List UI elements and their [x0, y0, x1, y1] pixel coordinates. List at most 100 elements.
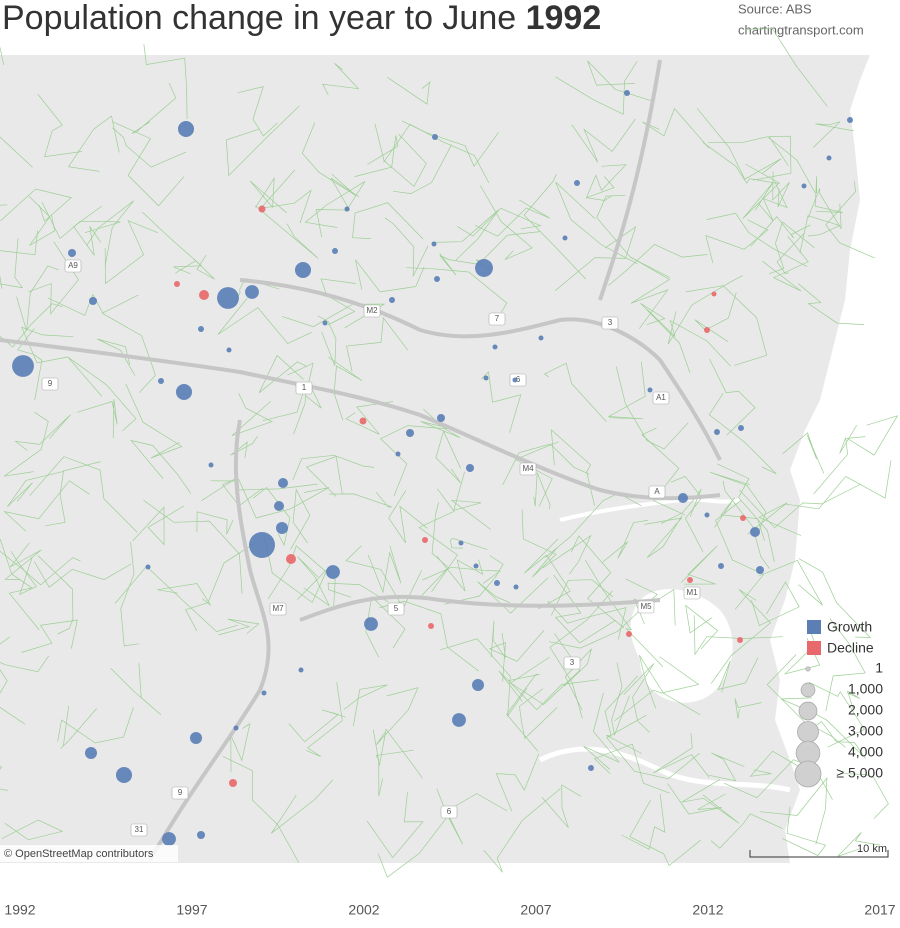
road — [271, 779, 334, 834]
road — [131, 82, 177, 134]
road — [542, 534, 592, 575]
motorways — [0, 59, 722, 861]
road — [222, 756, 300, 863]
road — [685, 604, 719, 650]
bubbles — [12, 90, 853, 846]
road — [717, 463, 775, 563]
timeline-year: 2017 — [864, 902, 895, 918]
road — [630, 256, 671, 329]
road — [3, 411, 49, 477]
road — [646, 309, 731, 367]
shield-label: 9 — [48, 379, 53, 388]
road — [837, 832, 881, 857]
legend-label: Decline — [827, 640, 874, 656]
road — [502, 443, 590, 486]
road — [366, 791, 424, 859]
road — [86, 200, 134, 267]
road — [488, 629, 545, 682]
shield-box — [130, 823, 148, 837]
road — [185, 541, 258, 632]
road — [708, 752, 745, 782]
road — [317, 315, 337, 366]
road — [143, 44, 188, 120]
road — [67, 356, 137, 432]
bubble — [737, 637, 743, 643]
bubble — [574, 180, 580, 186]
legend-size — [794, 760, 822, 788]
bubble — [145, 564, 151, 570]
motorway — [299, 594, 661, 622]
bubble — [85, 747, 97, 759]
road — [237, 86, 278, 137]
road — [288, 709, 346, 743]
shield-box — [387, 602, 405, 616]
road — [388, 490, 428, 544]
shield-label: 3 — [570, 658, 575, 667]
road — [638, 655, 701, 716]
road — [708, 392, 777, 475]
shield-label: 9 — [178, 788, 183, 797]
shield-box — [519, 462, 537, 476]
timeline: 1992 1997 2002 2007 2012 2017 — [4, 902, 895, 918]
shield-box — [683, 586, 701, 600]
bubble — [452, 713, 466, 727]
road — [752, 135, 792, 181]
road — [490, 620, 506, 658]
road — [514, 441, 559, 507]
road — [57, 707, 134, 744]
bubble — [276, 522, 288, 534]
road — [705, 219, 769, 264]
road — [125, 383, 183, 459]
road — [825, 181, 875, 259]
legend-size-label: 2,000 — [848, 702, 883, 718]
bubble — [274, 501, 284, 511]
road — [104, 220, 159, 285]
bubble — [718, 563, 724, 569]
bubble — [678, 493, 688, 503]
map — [0, 28, 900, 878]
bubble — [208, 462, 214, 468]
shield-label: M1 — [686, 588, 698, 597]
shield-label: A — [654, 487, 660, 496]
road — [555, 60, 638, 115]
bubble — [704, 327, 710, 333]
shield-label: 5 — [394, 604, 399, 613]
road — [306, 682, 343, 757]
timeline-year: 2007 — [520, 902, 551, 918]
road — [16, 265, 60, 331]
road — [329, 492, 392, 508]
bubble — [322, 320, 328, 326]
road — [60, 705, 97, 749]
road — [585, 164, 627, 199]
road — [541, 784, 582, 828]
road — [812, 121, 854, 148]
roads — [0, 28, 899, 878]
road — [374, 123, 427, 188]
shield-box — [652, 391, 670, 405]
road — [483, 788, 561, 873]
bubble — [687, 577, 693, 583]
bubble — [326, 565, 340, 579]
bubble — [278, 478, 288, 488]
land — [0, 55, 900, 863]
legend-swatch — [807, 620, 821, 634]
shield-label: 1 — [302, 383, 307, 392]
title-text: Population change in year to June — [2, 0, 516, 37]
road — [259, 169, 312, 224]
road — [706, 212, 808, 268]
road — [825, 618, 866, 712]
bubble — [364, 617, 378, 631]
bubble — [344, 206, 350, 212]
bubble — [432, 134, 438, 140]
road — [132, 505, 185, 546]
road — [495, 753, 540, 812]
road — [708, 136, 816, 193]
bubble — [261, 690, 267, 696]
road — [393, 144, 452, 194]
road — [623, 663, 655, 733]
bubble — [395, 451, 401, 457]
title: Population change in year to June 1992 — [2, 0, 601, 37]
bubble — [89, 297, 97, 305]
road — [479, 185, 533, 260]
